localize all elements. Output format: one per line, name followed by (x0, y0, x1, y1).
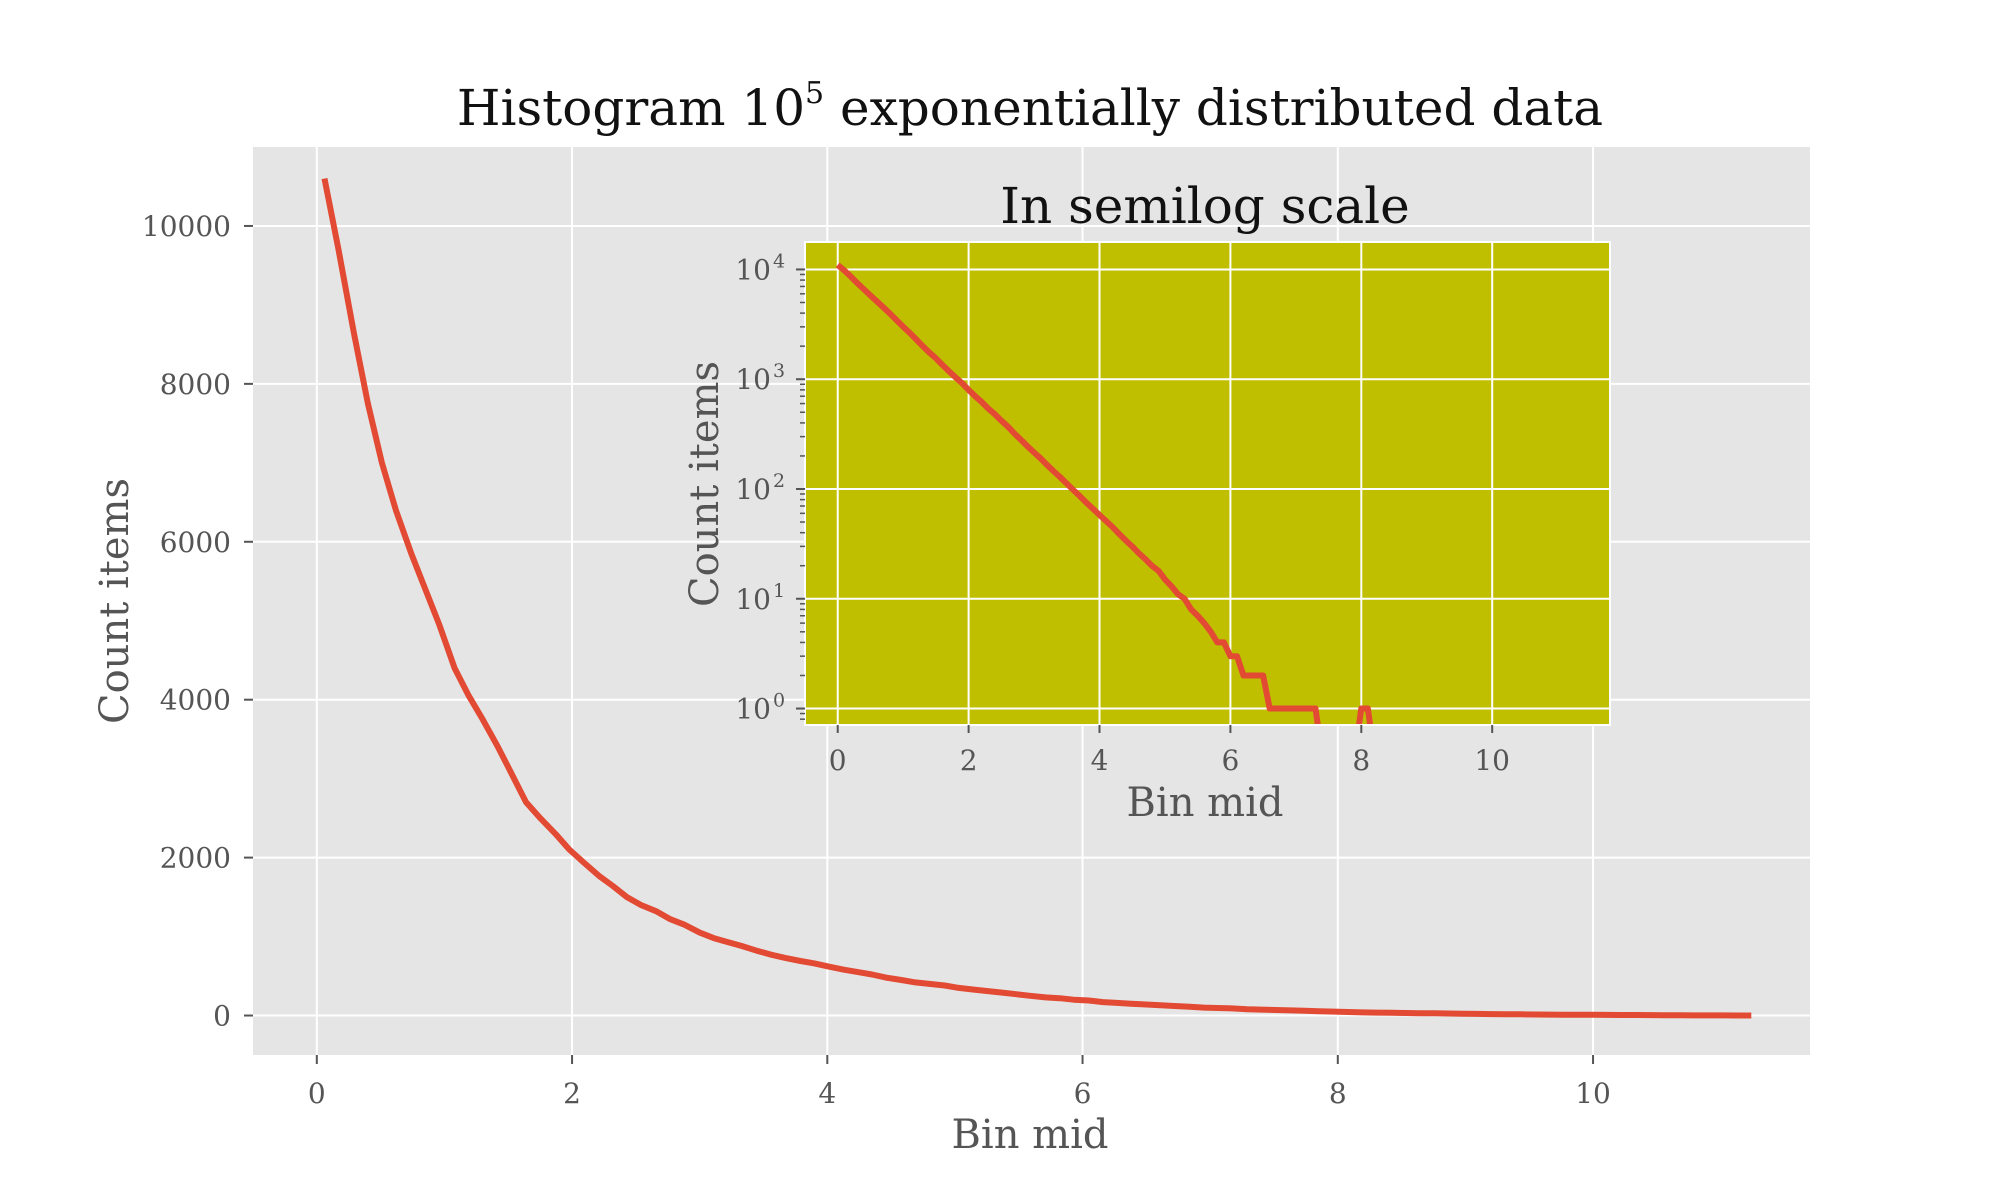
inset-y-tick-label: 10 (735, 693, 771, 726)
inset-x-tick-label: 6 (1221, 744, 1239, 777)
inset-y-tick-label: 10 (735, 583, 771, 616)
inset-x-tick-label: 0 (829, 744, 847, 777)
inset-y-tick-base: 10 (735, 583, 771, 616)
main-x-tick-label: 10 (1575, 1077, 1611, 1110)
main-x-tick-label: 6 (1074, 1077, 1092, 1110)
main-title-text: Histogram 10 (457, 79, 805, 137)
main-x-axis-label: Bin mid (952, 1112, 1109, 1158)
main-y-tick-label: 2000 (160, 842, 231, 875)
main-y-tick-label: 0 (213, 1000, 231, 1033)
main-x-tick-label: 2 (563, 1077, 581, 1110)
inset-title: In semilog scale (1000, 177, 1410, 235)
inset-series-line (835, 262, 1374, 725)
inset-x-tick-label: 10 (1474, 744, 1510, 777)
inset-grid (805, 242, 1610, 725)
main-y-axis-label: Count items (92, 478, 138, 724)
main-x-tick-label: 4 (818, 1077, 836, 1110)
inset-y-tick-exponent: 1 (773, 580, 785, 602)
inset-plot-border (804, 241, 1611, 726)
inset-plot-area (805, 242, 1610, 725)
inset-x-tick-label: 2 (960, 744, 978, 777)
main-series-line (321, 178, 1752, 1019)
main-title: Histogram 105 exponentially distributed … (457, 76, 1603, 137)
main-title-rest: exponentially distributed data (824, 79, 1603, 137)
inset-y-tick-base: 10 (735, 253, 771, 286)
main-x-tick-label: 0 (308, 1077, 326, 1110)
inset-y-tick-label: 10 (735, 473, 771, 506)
main-y-tick-label: 8000 (160, 368, 231, 401)
inset-x-tick-label: 4 (1091, 744, 1109, 777)
inset-y-axis-label: Count items (682, 361, 728, 607)
main-y-tick-label: 6000 (160, 526, 231, 559)
inset-y-tick-exponent: 0 (773, 690, 785, 712)
inset-y-tick-exponent: 4 (773, 250, 785, 272)
main-title-superscript: 5 (805, 76, 824, 111)
main-x-tick-label: 8 (1329, 1077, 1347, 1110)
inset-x-tick-label: 8 (1352, 744, 1370, 777)
inset-x-axis-label: Bin mid (1127, 780, 1284, 826)
main-y-tick-label: 4000 (160, 684, 231, 717)
inset-y-tick-label: 10 (735, 253, 771, 286)
inset-y-tick-base: 10 (735, 473, 771, 506)
inset-y-tick-base: 10 (735, 693, 771, 726)
inset-y-tick-label: 10 (735, 363, 771, 396)
inset-y-tick-base: 10 (735, 363, 771, 396)
inset-y-tick-exponent: 3 (773, 360, 785, 382)
main-y-tick-label: 10000 (142, 210, 231, 243)
inset-y-tick-exponent: 2 (773, 470, 785, 492)
